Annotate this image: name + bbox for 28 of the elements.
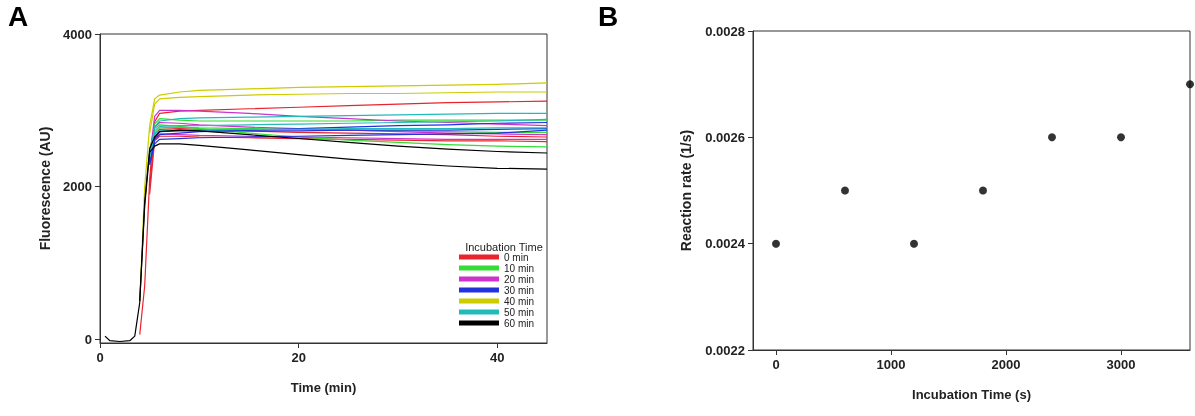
y-tick-label: 0.0024 bbox=[705, 236, 746, 252]
x-tick-label: 40 bbox=[490, 350, 505, 365]
legend-label: 20 min bbox=[503, 273, 534, 285]
x-tick-label: 0 bbox=[96, 350, 104, 365]
legend-label: 30 min bbox=[503, 284, 534, 296]
x-tick-label: 2000 bbox=[991, 357, 1021, 372]
legend-title: Incubation Time bbox=[465, 240, 543, 253]
x-tick-label: 3000 bbox=[1106, 357, 1136, 372]
legend-label: 50 min bbox=[503, 306, 534, 318]
y-tick-label: 4000 bbox=[63, 26, 92, 42]
y-tick-label: 0.0026 bbox=[705, 129, 745, 145]
x-tick-label: 1000 bbox=[876, 357, 906, 372]
x-axis-title: Incubation Time (s) bbox=[912, 387, 1031, 402]
legend-label: 60 min bbox=[503, 317, 534, 329]
legend-label: 10 min bbox=[503, 262, 534, 274]
legend-label: 0 min bbox=[503, 251, 529, 263]
y-tick-label: 0 bbox=[84, 331, 92, 347]
legend-label: 40 min bbox=[503, 295, 534, 307]
y-axis-title: Fluorescence (AU) bbox=[37, 126, 53, 251]
chart-title: A bbox=[8, 0, 29, 32]
x-tick-label: 0 bbox=[772, 357, 780, 372]
y-tick-label: 0.0028 bbox=[705, 23, 745, 39]
y-axis-title: Reaction rate (1/s) bbox=[678, 129, 694, 252]
y-tick-label: 0.0022 bbox=[705, 342, 745, 358]
x-axis-title: Time (min) bbox=[290, 380, 357, 395]
y-tick-label: 2000 bbox=[63, 179, 92, 195]
x-tick-label: 20 bbox=[291, 350, 306, 365]
chart-title: B bbox=[598, 0, 619, 32]
